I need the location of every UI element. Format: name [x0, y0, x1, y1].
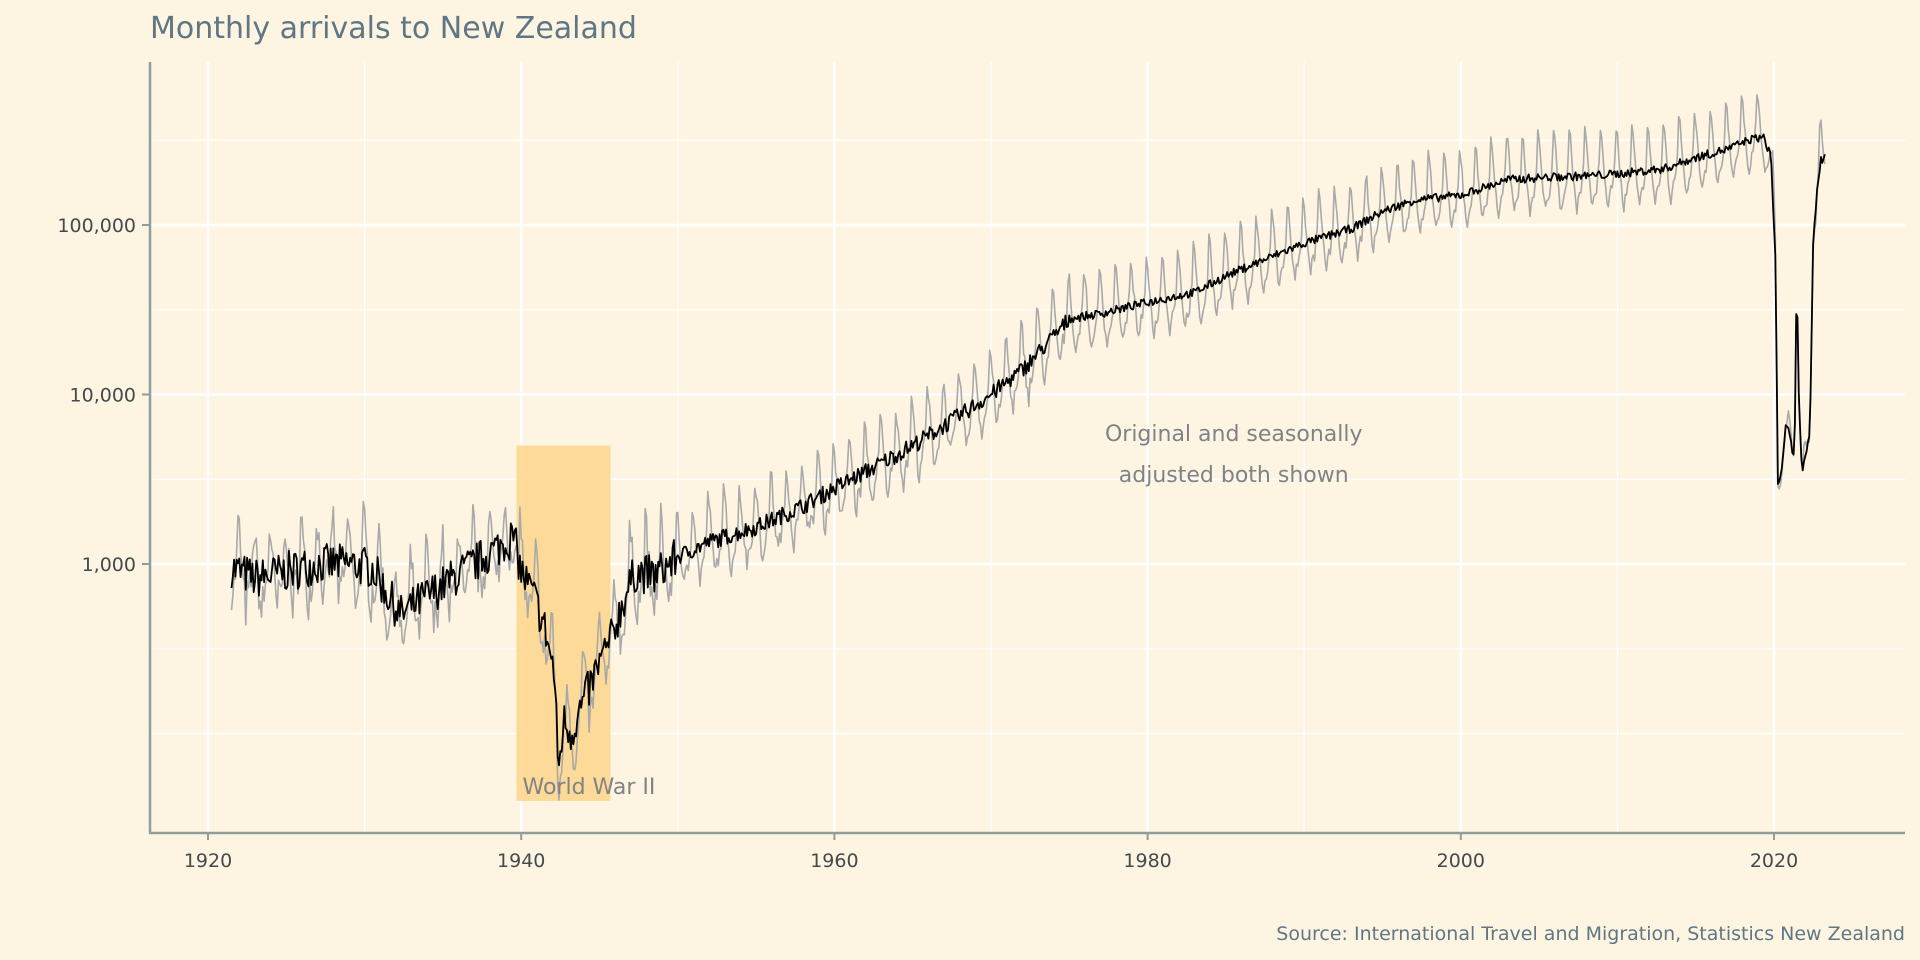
gridlines	[150, 62, 1905, 833]
x-tick-label: 1980	[1123, 850, 1171, 872]
series-original-line	[230, 94, 1826, 801]
axes	[142, 62, 1905, 840]
y-tick-label: 100,000	[57, 215, 136, 237]
series-seasonally-adjusted-line	[230, 133, 1826, 767]
y-tick-label: 1,000	[82, 554, 136, 576]
annotations: World War II Original and seasonally adjus…	[523, 422, 1363, 800]
series-lines	[230, 94, 1826, 801]
x-tick-label: 1920	[184, 850, 232, 872]
x-tick-label: 1940	[497, 850, 545, 872]
x-tick-label: 1960	[810, 850, 858, 872]
ww2-label: World War II	[523, 775, 656, 800]
annotation-text-line: adjusted both shown	[1119, 463, 1349, 488]
source-caption: Source: International Travel and Migrati…	[1276, 923, 1905, 945]
y-tick-label: 10,000	[70, 385, 136, 407]
tick-labels: 1920 1940 1960 1980 2000 2020 1,000 10,000 100,0…	[57, 215, 1798, 872]
x-tick-label: 2000	[1437, 850, 1485, 872]
chart-title: Monthly arrivals to New Zealand	[150, 11, 637, 46]
x-tick-label: 2020	[1750, 850, 1798, 872]
annotation-text-line: Original and seasonally	[1105, 422, 1363, 447]
